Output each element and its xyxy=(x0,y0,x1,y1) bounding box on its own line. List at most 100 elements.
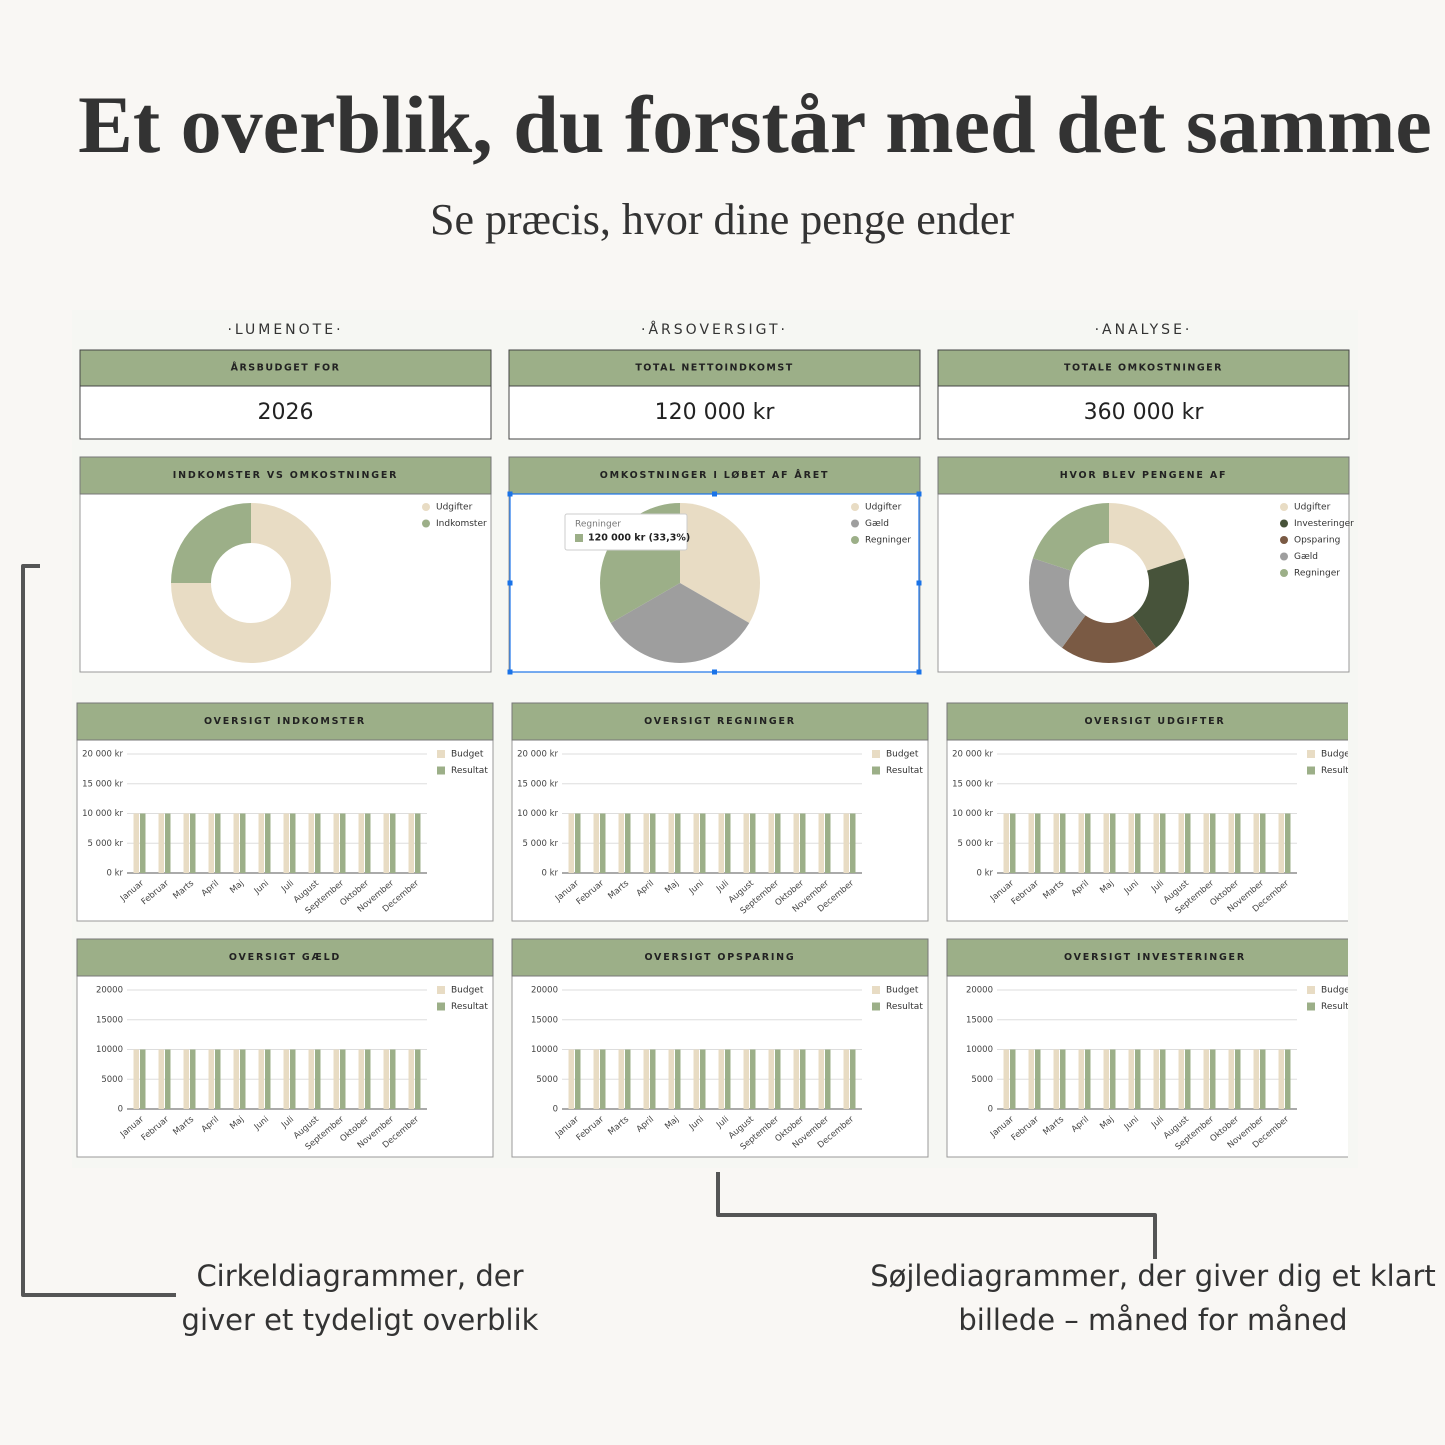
legend-swatch xyxy=(1280,536,1288,544)
bar xyxy=(1160,813,1166,873)
legend-swatch xyxy=(1307,750,1315,758)
bar xyxy=(1103,813,1109,873)
bar xyxy=(265,813,271,873)
bar xyxy=(315,813,321,873)
chart-title: OVERSIGT INDKOMSTER xyxy=(204,716,366,727)
y-tick-label: 0 kr xyxy=(541,869,558,879)
bar xyxy=(600,813,606,873)
bar xyxy=(650,1049,656,1109)
page-title: Et overblik, du forstår med det samme xyxy=(78,79,1432,170)
bar xyxy=(1003,813,1009,873)
pie-slice xyxy=(1061,615,1157,664)
legend-label: Investeringer xyxy=(1294,519,1354,529)
bar xyxy=(593,813,599,873)
bar xyxy=(140,1049,146,1109)
legend-swatch xyxy=(851,503,859,511)
bar xyxy=(390,813,396,873)
bracket xyxy=(716,1172,1157,1259)
bar xyxy=(365,1049,371,1109)
legend-swatch xyxy=(872,1002,880,1011)
legend-swatch xyxy=(437,986,445,994)
card-label: TOTALE OMKOSTNINGER xyxy=(1064,363,1223,374)
legend-swatch xyxy=(437,750,445,758)
bar xyxy=(693,813,699,873)
bar xyxy=(1053,813,1059,873)
legend-label: Indkomster xyxy=(436,519,487,529)
bar xyxy=(743,1049,749,1109)
bar xyxy=(700,1049,706,1109)
bar xyxy=(618,1049,624,1109)
bar xyxy=(1278,813,1284,873)
bar xyxy=(408,813,414,873)
bar xyxy=(383,813,389,873)
bar xyxy=(358,1049,364,1109)
bar xyxy=(1010,813,1016,873)
bar xyxy=(793,1049,799,1109)
bar xyxy=(240,1049,246,1109)
bar xyxy=(718,1049,724,1109)
legend-label: Budget xyxy=(886,986,919,996)
bar xyxy=(183,813,189,873)
bar xyxy=(333,813,339,873)
card-value: 120 000 kr xyxy=(655,400,776,425)
page-subtitle: Se præcis, hvor dine penge ender xyxy=(430,195,1014,244)
bar xyxy=(775,1049,781,1109)
legend-label: Resultat xyxy=(1321,1002,1358,1012)
y-tick-label: 20 000 kr xyxy=(952,750,993,760)
bar xyxy=(1060,813,1066,873)
bar xyxy=(1128,813,1134,873)
legend-label: Udgifter xyxy=(436,503,473,513)
legend-swatch xyxy=(851,536,859,544)
bar xyxy=(568,1049,574,1109)
y-tick-label: 10000 xyxy=(531,1045,558,1055)
tooltip xyxy=(564,513,688,551)
y-tick-label: 5 000 kr xyxy=(523,839,559,849)
legend-swatch xyxy=(1307,986,1315,994)
bar xyxy=(568,813,574,873)
bar xyxy=(1160,1049,1166,1109)
bar xyxy=(1060,1049,1066,1109)
bar xyxy=(1035,813,1041,873)
legend-label: Budget xyxy=(451,986,484,996)
card-label: TOTAL NETTOINDKOMST xyxy=(635,363,793,374)
bar xyxy=(1285,813,1291,873)
legend-swatch xyxy=(1280,569,1288,577)
y-tick-label: 5000 xyxy=(971,1075,993,1085)
y-tick-label: 20 000 kr xyxy=(82,750,123,760)
chart-title: HVOR BLEV PENGENE AF xyxy=(1060,470,1228,481)
legend-label: Budget xyxy=(886,750,919,760)
chart-title: OVERSIGT REGNINGER xyxy=(644,716,796,727)
bar xyxy=(283,813,289,873)
bar xyxy=(1185,813,1191,873)
bar xyxy=(1078,1049,1084,1109)
bar xyxy=(415,813,421,873)
legend-label: Opsparing xyxy=(1294,536,1340,546)
bar xyxy=(1135,1049,1141,1109)
bar xyxy=(575,1049,581,1109)
bar xyxy=(1228,1049,1234,1109)
legend-swatch xyxy=(851,519,859,528)
y-tick-label: 5000 xyxy=(101,1075,123,1085)
card-header xyxy=(79,349,492,387)
chart-header xyxy=(946,702,1348,741)
y-tick-label: 5 000 kr xyxy=(88,839,124,849)
bar xyxy=(1028,813,1034,873)
selection-handle xyxy=(916,491,922,497)
y-tick-label: 15000 xyxy=(531,1015,558,1025)
annotation: Cirkeldiagrammer, der xyxy=(196,1259,523,1293)
bar xyxy=(800,813,806,873)
y-tick-label: 15000 xyxy=(966,1015,993,1025)
bracket xyxy=(21,564,176,1297)
bar xyxy=(1260,813,1266,873)
legend-swatch xyxy=(872,766,880,775)
bar xyxy=(1128,1049,1134,1109)
bar xyxy=(675,813,681,873)
bar xyxy=(800,1049,806,1109)
y-tick-label: 0 xyxy=(553,1105,558,1115)
pie-slice xyxy=(680,503,761,623)
bar xyxy=(1135,813,1141,873)
card-label: ÅRSBUDGET FOR xyxy=(231,363,341,374)
bar xyxy=(1085,1049,1091,1109)
legend-label: Regninger xyxy=(1294,569,1340,579)
